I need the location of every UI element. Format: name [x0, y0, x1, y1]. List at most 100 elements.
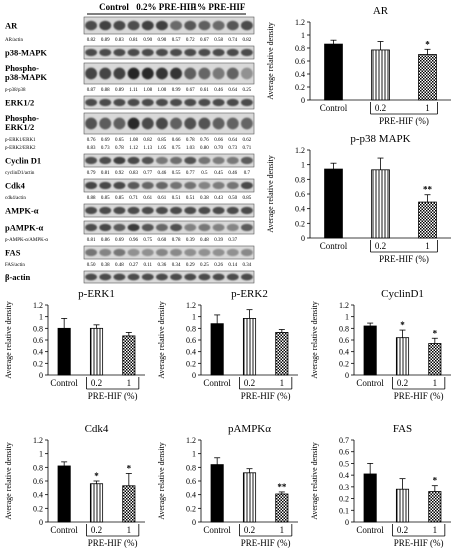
y-axis-label: Average relative density — [310, 442, 319, 520]
blot-row-label: FAS — [5, 248, 21, 258]
quant-value: 0.86 — [101, 238, 110, 243]
blot-band — [212, 117, 225, 130]
x-axis-label: PRE-HIF (%) — [394, 538, 444, 548]
blot-row-label: Phospho- — [5, 63, 39, 73]
y-tick-label: 0.1 — [339, 506, 349, 515]
blot-band — [85, 206, 98, 215]
bar — [89, 327, 104, 376]
chart-title: p-ERK2 — [231, 288, 268, 300]
blot-band — [155, 248, 168, 257]
quant-value: 0.43 — [214, 196, 223, 201]
quant-value: 1.12 — [129, 146, 138, 151]
blot-band — [198, 48, 211, 57]
y-tick-label: 0.2 — [186, 504, 196, 513]
quant-value: 0.96 — [129, 238, 138, 243]
blot-band — [240, 48, 253, 57]
quant-value: 0.88 — [87, 196, 96, 201]
blot-band — [240, 181, 253, 190]
quant-value: 0.88 — [101, 88, 110, 93]
blot-band — [170, 20, 183, 31]
blot-band — [99, 181, 112, 190]
quant-value: 1.11 — [129, 88, 138, 93]
quant-value: 0.48 — [200, 238, 209, 243]
y-tick-label: 1 — [39, 450, 43, 459]
bar — [395, 337, 410, 376]
y-tick-label: 0.8 — [295, 175, 305, 184]
blot-row-label: pAMPK-α — [5, 223, 44, 233]
bar — [275, 493, 289, 523]
quant-value: 0.61 — [158, 196, 167, 201]
quant-label: cdk4/actin — [5, 196, 26, 201]
x-tick-label: 1 — [127, 378, 132, 388]
quant-value: 0.69 — [115, 238, 124, 243]
blot-band — [198, 248, 211, 257]
quant-value: 1.13 — [143, 146, 152, 151]
y-tick-label: 0.2 — [295, 219, 305, 228]
quant-value: 0.83 — [115, 38, 124, 43]
blot-band — [127, 273, 140, 281]
y-tick-label: 0.8 — [186, 463, 196, 472]
bar — [418, 201, 437, 239]
chart-2: p-ERK1 Average relative density 0 0.2 0.4 0.6… — [4, 288, 145, 401]
blot-band — [141, 67, 154, 80]
quant-value: 1.08 — [143, 88, 152, 93]
quant-value: 0.89 — [101, 38, 110, 43]
quant-value: 0.77 — [186, 171, 195, 176]
y-tick-label: 0.8 — [339, 324, 349, 333]
y-tick-label: 0 — [192, 518, 196, 527]
quant-value: 0.50 — [87, 263, 96, 268]
blot-band — [240, 223, 253, 232]
blot-band — [240, 206, 253, 215]
blot-band — [226, 117, 239, 130]
bar — [324, 43, 343, 101]
x-tick-label: 0.2 — [91, 525, 102, 535]
y-tick-label: 0 — [345, 371, 349, 380]
blot-band — [113, 248, 126, 257]
blot-row-label: p38-MAPK — [5, 72, 47, 82]
blot-band — [155, 48, 168, 57]
blot-band — [155, 181, 168, 190]
blot-row-label: p38-MAPK — [5, 48, 47, 58]
quant-value: 0.77 — [143, 171, 152, 176]
y-tick-label: 0.2 — [339, 359, 349, 368]
quant-value: 0.25 — [243, 88, 252, 93]
blot-band — [226, 206, 239, 215]
y-tick-label: 0.6 — [339, 448, 349, 457]
bar — [122, 485, 136, 523]
y-tick-label: 1.2 — [33, 301, 43, 310]
bar — [395, 488, 410, 523]
chart-0: AR Average relative density 0 0.2 0.4 0.6 0.8 1… — [266, 5, 451, 126]
y-tick-label: 0.6 — [295, 190, 305, 199]
quant-value: 0.90 — [158, 38, 167, 43]
blot-row-label: Phospho- — [5, 113, 39, 123]
quant-value: 0.99 — [172, 88, 181, 93]
quant-value: 0.75 — [143, 238, 152, 243]
blot-band — [127, 248, 140, 257]
quant-value: 0.71 — [129, 196, 138, 201]
blot-band — [155, 223, 168, 232]
x-tick-label: 1 — [280, 525, 285, 535]
blot-band — [127, 181, 140, 190]
y-tick-label: 0 — [301, 96, 305, 105]
quant-value: 0.14 — [228, 263, 237, 268]
quant-value: 0.51 — [186, 196, 195, 201]
blot-band — [240, 98, 253, 107]
quant-value: 0.81 — [129, 38, 138, 43]
blot-band — [141, 98, 154, 107]
blot-band — [212, 206, 225, 215]
x-tick-label: 0.2 — [375, 103, 386, 113]
x-tick-label: 0.2 — [375, 241, 386, 251]
y-tick-label: 0.6 — [33, 336, 43, 345]
blot-band — [85, 181, 98, 190]
blot-band — [212, 156, 225, 165]
quant-value: 0.38 — [101, 263, 110, 268]
blot-strip — [83, 45, 255, 60]
blot-band — [113, 181, 126, 190]
y-axis-label: Average relative density — [310, 301, 319, 379]
blot-band — [212, 181, 225, 190]
x-tick-label: Control — [203, 525, 231, 535]
quant-value: 0.27 — [129, 263, 138, 268]
y-tick-label: 0.4 — [186, 348, 196, 357]
quant-value: 0.46 — [228, 171, 237, 176]
